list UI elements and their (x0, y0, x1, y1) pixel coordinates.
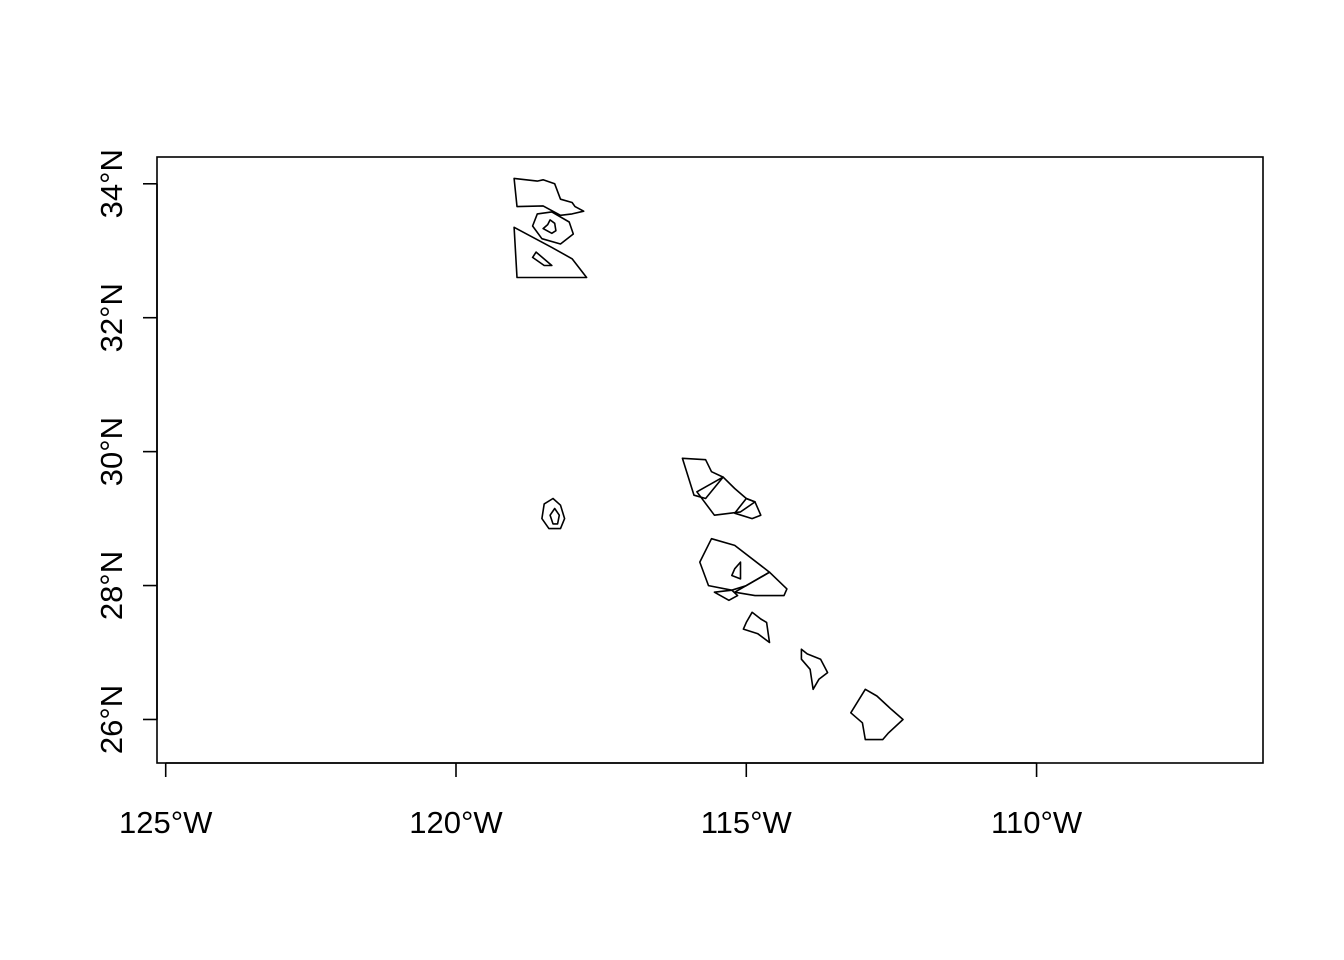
region-polygon-cedros-inner (730, 561, 742, 580)
x-tick-label: 125°W (119, 805, 213, 840)
region-polygon-north-b (531, 211, 575, 245)
region-polygon-cedros-b (733, 571, 788, 597)
region-polygon-north-a (513, 177, 585, 217)
region-polygon-cedros-a (698, 537, 771, 592)
region-polygon-south-b (800, 648, 829, 691)
region-polygon-north-b-inner (542, 219, 557, 235)
region-polygon-mid-a (681, 457, 724, 500)
y-tick-label: 26°N (94, 685, 129, 754)
x-axis: 125°W 120°W 115°W 110°W (119, 762, 1083, 840)
region-polygon-mid-b (696, 476, 756, 517)
region-polygon-north-c (513, 226, 588, 279)
region-polygon-guadalupe-outer (541, 497, 566, 530)
plot-frame (156, 156, 1264, 764)
region-polygon-north-c-inner (531, 251, 553, 267)
y-axis: 26°N 28°N 30°N 32°N 34°N (94, 149, 158, 754)
region-polygon-south-c (849, 688, 904, 741)
region-polygon-south-a (742, 611, 771, 644)
region-polygon-cedros-c (713, 589, 739, 602)
region-polygon-guadalupe-inner (549, 507, 561, 525)
y-tick-label: 34°N (94, 149, 129, 218)
y-tick-label: 32°N (94, 283, 129, 352)
y-tick-label: 28°N (94, 551, 129, 620)
x-tick-label: 110°W (991, 805, 1083, 840)
regions-layer (513, 177, 904, 741)
x-tick-label: 115°W (701, 805, 793, 840)
region-polygon-mid-c (733, 497, 762, 520)
y-tick-label: 30°N (94, 417, 129, 486)
x-tick-label: 120°W (409, 805, 503, 840)
